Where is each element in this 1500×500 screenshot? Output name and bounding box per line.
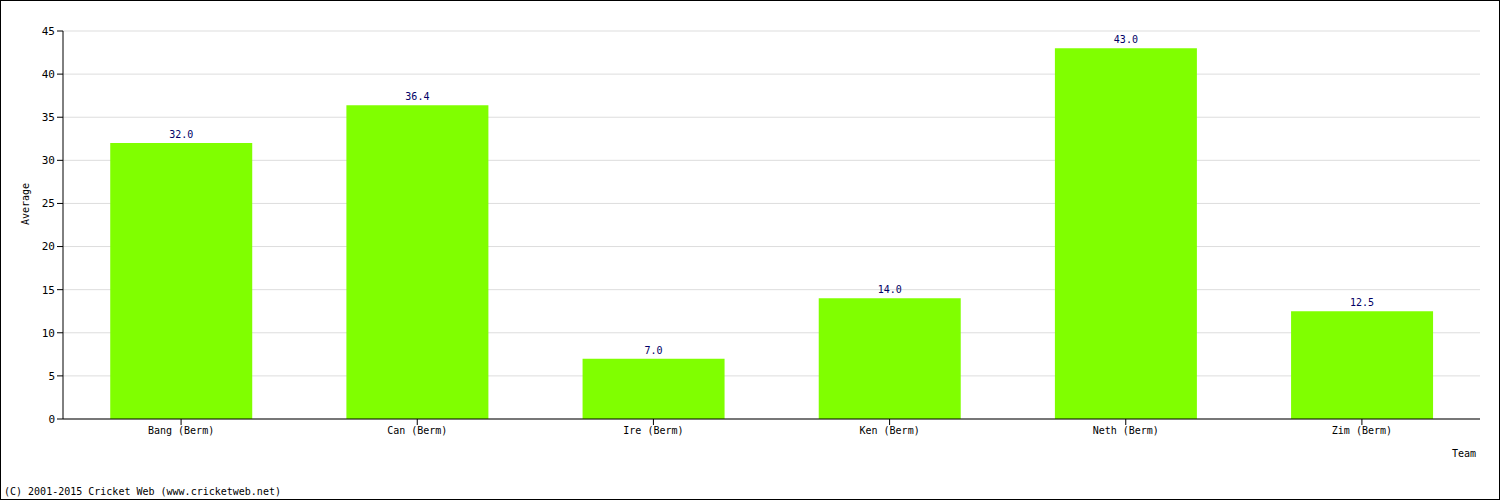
svg-text:30: 30 — [42, 154, 55, 167]
svg-text:25: 25 — [42, 197, 55, 210]
svg-text:Average: Average — [20, 183, 31, 225]
svg-text:20: 20 — [42, 240, 55, 253]
svg-text:36.4: 36.4 — [405, 91, 429, 102]
svg-text:5: 5 — [48, 370, 55, 383]
svg-text:Zim (Berm): Zim (Berm) — [1332, 425, 1392, 436]
svg-text:10: 10 — [42, 327, 55, 340]
svg-text:40: 40 — [42, 68, 55, 81]
svg-text:12.5: 12.5 — [1350, 297, 1374, 308]
svg-text:Team: Team — [1452, 448, 1476, 459]
svg-text:43.0: 43.0 — [1114, 34, 1138, 45]
svg-text:7.0: 7.0 — [645, 345, 663, 356]
html-text:(C) 2001-2015 Cricket Web (www: (C) 2001-2015 Cricket Web (www.cricketwe… — [4, 486, 281, 497]
svg-text:45: 45 — [42, 25, 55, 38]
svg-text:32.0: 32.0 — [169, 129, 193, 140]
svg-text:15: 15 — [42, 284, 55, 297]
svg-text:14.0: 14.0 — [878, 284, 902, 295]
svg-text:35: 35 — [42, 111, 55, 124]
svg-text:Ken (Berm): Ken (Berm) — [859, 425, 919, 436]
svg-text:Neth (Berm): Neth (Berm) — [1093, 425, 1159, 436]
svg-text:Ire (Berm): Ire (Berm) — [623, 425, 683, 436]
svg-text:0: 0 — [48, 413, 55, 426]
svg-text:Bang (Berm): Bang (Berm) — [148, 425, 214, 436]
svg-text:Can (Berm): Can (Berm) — [387, 425, 447, 436]
